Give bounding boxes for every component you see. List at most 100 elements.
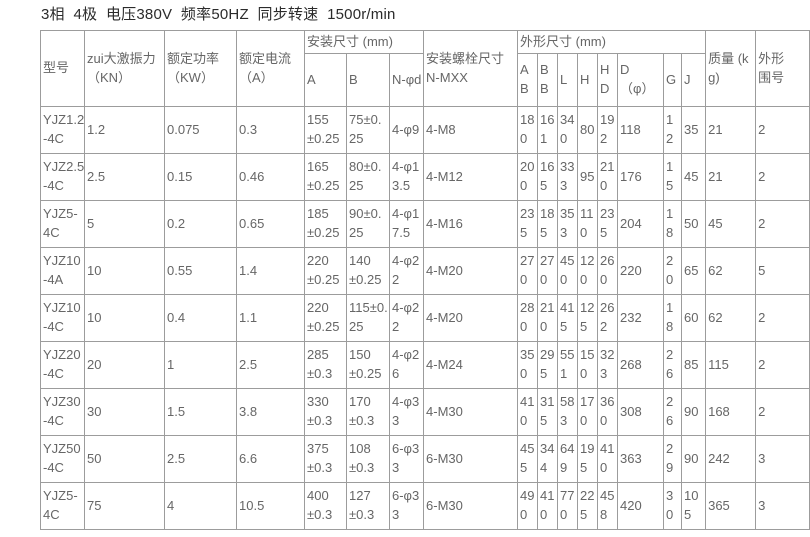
table-cell: YJZ2.5 -4C [40,153,85,201]
table-cell: 75±0. 25 [346,106,390,154]
table-cell: 20 [84,341,165,389]
table-cell: 6.6 [236,435,305,483]
table-cell: 4-M12 [423,153,519,201]
table-cell: 220 ±0.25 [304,247,347,295]
table-cell: 49 0 [517,482,539,530]
table-cell: 3 [755,482,810,530]
col-header-bb: B B [537,53,559,107]
table-cell: 3.8 [236,388,305,436]
table-cell: 11 0 [577,200,599,248]
table-cell: 115±0. 25 [346,294,390,342]
table-cell: YJZ30 -4C [40,388,85,436]
table-cell: 1.5 [164,388,237,436]
table-cell: 10 [84,294,165,342]
table-cell: 2 [755,294,810,342]
table-cell: 85 [681,341,707,389]
table-cell: 10 5 [681,482,707,530]
table-cell: 176 [617,153,665,201]
table-cell: 29 5 [537,341,559,389]
table-cell: 1.2 [84,106,165,154]
table-cell: 62 [705,294,757,342]
table-cell: 2.5 [84,153,165,201]
table-cell: 4-φ2 2 [388,247,425,295]
col-header-ab: A B [517,53,539,107]
table-cell: 4-M30 [423,388,519,436]
table-cell: 17 0 [577,388,599,436]
table-cell: 6-φ3 3 [388,482,425,530]
table-cell: 41 0 [597,435,619,483]
col-header-weight: 质量 (k g) [705,30,757,107]
col-group-mount-dimensions: 安装尺寸 (mm) [303,30,425,54]
table-cell: 55 1 [557,341,579,389]
table-cell: 36 0 [597,388,619,436]
table-cell: 18 0 [517,106,539,154]
table-cell: 45 [681,153,707,201]
table-cell: 6-M30 [423,435,519,483]
table-cell: 0.65 [236,200,305,248]
table-row: YJZ5- 4C 75 4 10.5 400 ±0.3 127 ±0.3 6-φ3 3 6-M… [40,482,810,530]
table-cell: 6-φ3 3 [388,435,425,483]
table-cell: 2 [755,200,810,248]
table-cell: 4 [164,482,237,530]
table-cell: 285 ±0.3 [304,341,347,389]
table-cell: 41 5 [557,294,579,342]
table-cell: 150 ±0.25 [346,341,390,389]
table-cell: YJZ20 -4C [40,341,85,389]
table-cell: 118 [617,106,665,154]
table-row: YJZ10 -4C 10 0.4 1.1 220 ±0.25 115±0. 25 4-φ2 … [40,294,810,342]
table-cell: 204 [617,200,665,248]
spec-table: 型号 zui大激振力 （KN） 额定功率 （KW） 额定电流 （A） 安装尺寸 … [40,30,810,530]
table-cell: 75 [84,482,165,530]
table-cell: 50 [681,200,707,248]
table-cell: 10 [84,247,165,295]
table-cell: 45 [705,200,757,248]
table-cell: YJZ50 -4C [40,435,85,483]
table-cell: 45 0 [557,247,579,295]
spec-title: 3相 4极 电压380V 频率50HZ 同步转速 1500r/min [41,6,396,23]
table-cell: 0.075 [164,106,237,154]
col-header-d-phi: D （φ） [617,53,665,107]
table-cell: 1 8 [663,200,683,248]
table-cell: 330 ±0.3 [304,388,347,436]
table-cell: 4-M8 [423,106,519,154]
table-cell: 3 0 [663,482,683,530]
table-cell: 90±0. 25 [346,200,390,248]
table-cell: 1.4 [236,247,305,295]
col-header-mount-nphid: N-φd [388,53,425,107]
table-cell: 12 5 [577,294,599,342]
table-cell: 41 0 [537,482,559,530]
table-cell: 365 [705,482,757,530]
table-row: YJZ1.2 -4C 1.2 0.075 0.3 155 ±0.25 75±0. 25 4-… [40,106,810,154]
col-header-mount-bolt: 安装螺栓尺寸 N-MXX [423,30,519,107]
table-cell: YJZ10 -4A [40,247,85,295]
col-header-mount-a: A [304,53,347,107]
table-cell: 115 [705,341,757,389]
table-cell: 2 [755,341,810,389]
table-cell: 10.5 [236,482,305,530]
table-cell: 30 [84,388,165,436]
table-cell: 23 5 [597,200,619,248]
table-cell: 4-M24 [423,341,519,389]
table-cell: 60 [681,294,707,342]
col-header-hd: H D [597,53,619,107]
table-cell: 45 8 [597,482,619,530]
spec-table-body: YJZ1.2 -4C 1.2 0.075 0.3 155 ±0.25 75±0. 25 4-… [40,106,810,530]
table-cell: 400 ±0.3 [304,482,347,530]
table-row: YJZ5- 4C 5 0.2 0.65 185 ±0.25 90±0. 25 4-φ1 7.… [40,200,810,248]
table-cell: 22 5 [577,482,599,530]
table-cell: 21 0 [537,294,559,342]
table-cell: 308 [617,388,665,436]
table-cell: 50 [84,435,165,483]
table-cell: 27 0 [517,247,539,295]
table-cell: 35 [681,106,707,154]
table-cell: 168 [705,388,757,436]
col-header-max-force: zui大激振力 （KN） [84,30,165,107]
col-header-g: G [663,53,683,107]
col-header-j: J [681,53,707,107]
table-cell: 18 5 [537,200,559,248]
table-cell: 21 [705,106,757,154]
table-cell: 2 [755,388,810,436]
table-row: YJZ10 -4A 10 0.55 1.4 220 ±0.25 140 ±0.25 4-φ2… [40,247,810,295]
table-cell: 2 [755,153,810,201]
